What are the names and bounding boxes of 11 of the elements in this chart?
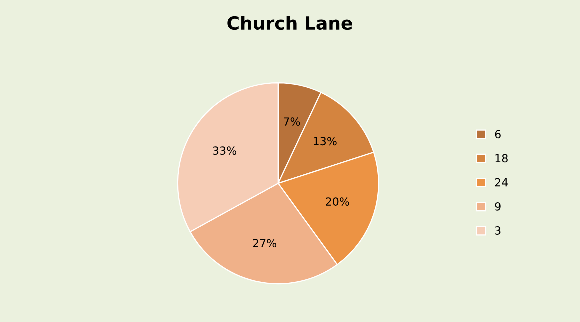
- chart-title: Church Lane: [228, 16, 352, 30]
- legend-label: 3: [495, 226, 501, 235]
- legend-label: 18: [496, 154, 508, 163]
- data-label: 20%: [326, 198, 350, 206]
- data-label: 13%: [314, 137, 337, 146]
- data-label: 33%: [213, 146, 237, 156]
- data-label: 27%: [253, 239, 277, 248]
- legend-label: 6: [495, 130, 501, 139]
- data-label: 7%: [284, 118, 300, 126]
- legend-label: 9: [495, 202, 501, 211]
- legend-label: 24: [495, 178, 508, 187]
